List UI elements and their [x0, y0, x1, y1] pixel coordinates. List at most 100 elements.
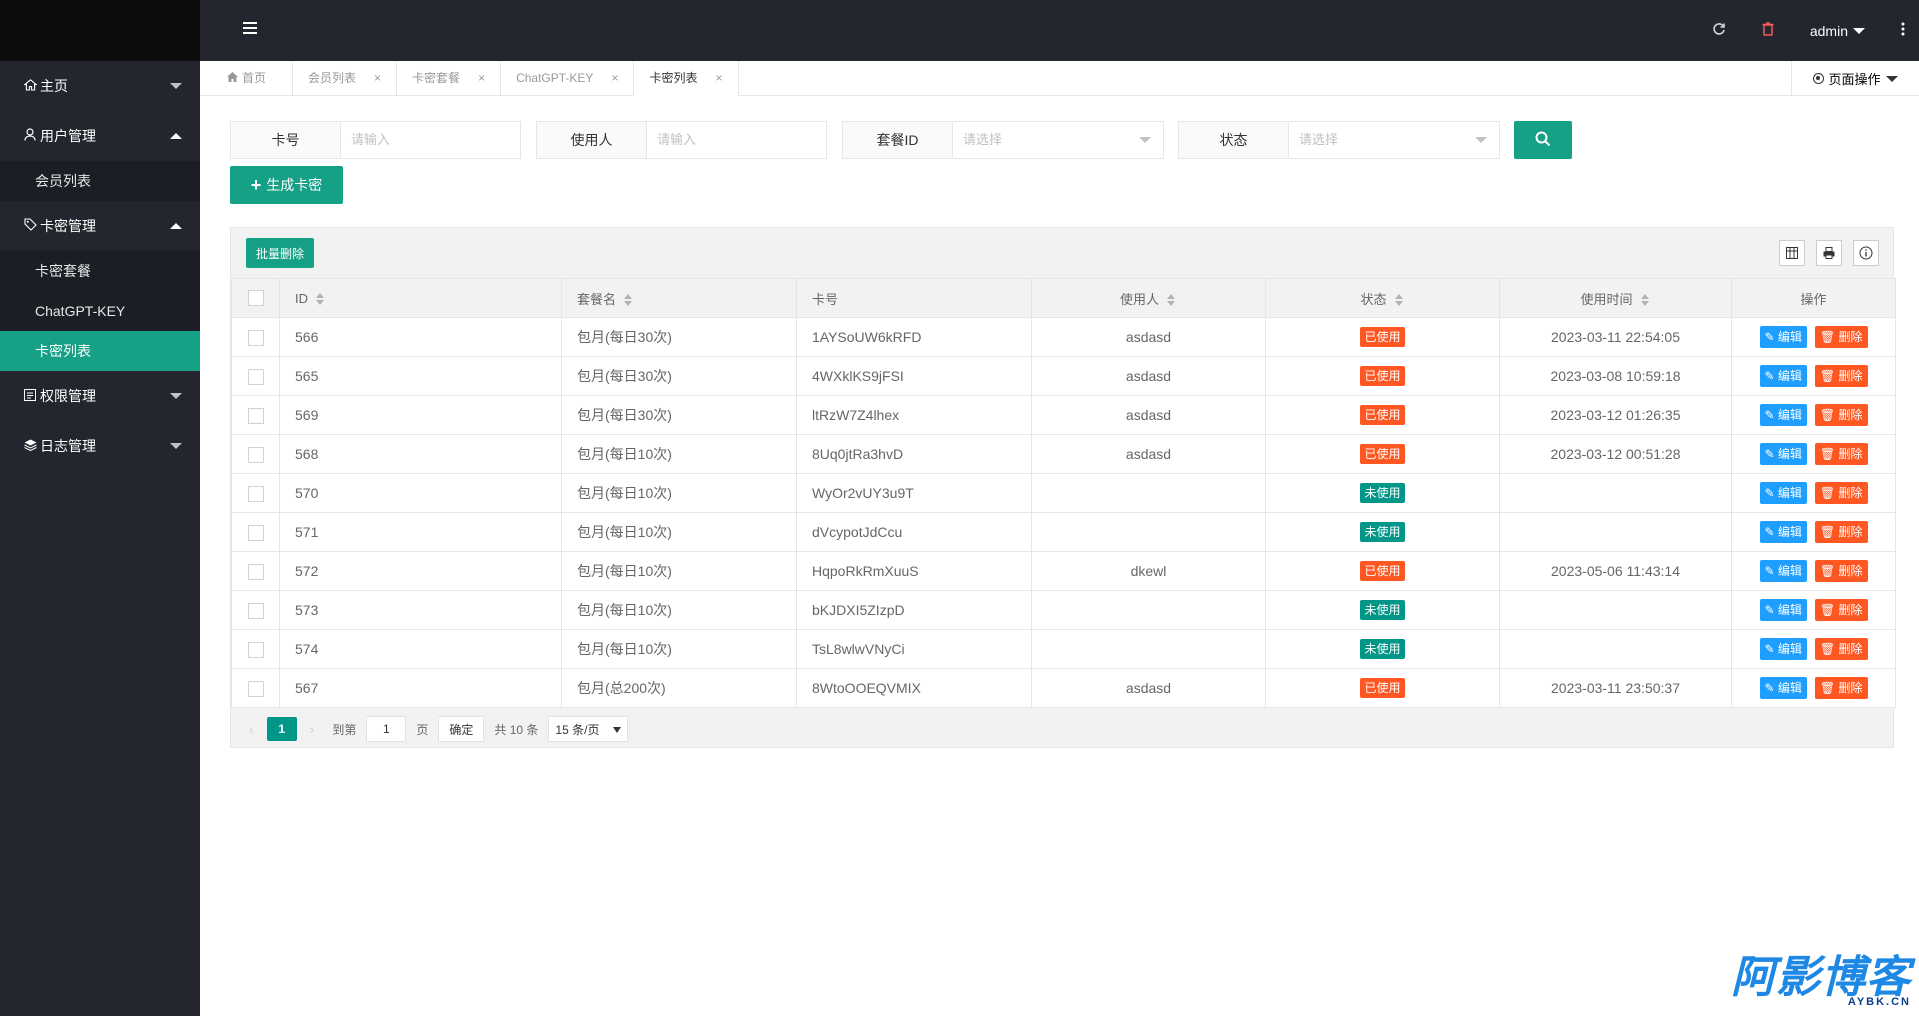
edit-icon: ✎ [1764, 369, 1778, 383]
status-filter-select[interactable]: 请选择 [1289, 122, 1499, 158]
row-checkbox-cell[interactable] [231, 317, 280, 357]
row-checkbox-cell[interactable] [231, 551, 280, 591]
logo-area [0, 0, 200, 61]
sort-icon[interactable] [1640, 294, 1651, 307]
edit-button[interactable]: ✎ 编辑 [1759, 326, 1807, 348]
goto-confirm-button[interactable]: 确定 [438, 716, 485, 742]
row-checkbox[interactable] [247, 368, 264, 385]
row-checkbox-cell[interactable] [231, 395, 280, 435]
edit-button[interactable]: ✎ 编辑 [1759, 560, 1807, 582]
row-checkbox-cell[interactable] [231, 434, 280, 474]
tab-1[interactable]: 卡密套餐 × [397, 61, 502, 96]
select-all-checkbox-cell[interactable] [231, 278, 280, 318]
card-filter-input[interactable]: 请输入 [351, 132, 391, 147]
sort-icon[interactable] [1167, 294, 1177, 307]
edit-button[interactable]: ✎ 编辑 [1759, 482, 1807, 504]
delete-label: 删除 [1838, 564, 1863, 578]
sidebar-group-label: 卡密管理 [40, 218, 96, 234]
next-page-icon[interactable]: › [309, 721, 315, 737]
sidebar-group-1[interactable]: 用户管理 [0, 111, 200, 161]
admin-menu[interactable]: admin [1810, 23, 1865, 39]
tab-0[interactable]: 会员列表 × [293, 61, 398, 96]
edit-button[interactable]: ✎ 编辑 [1759, 599, 1807, 621]
select-all-checkbox[interactable] [247, 290, 264, 307]
generate-card-button[interactable]: + 生成卡密 [230, 166, 343, 204]
edit-button[interactable]: ✎ 编辑 [1759, 521, 1807, 543]
col-user[interactable]: 使用人 [1031, 278, 1266, 318]
sidebar-group-0[interactable]: 主页 [0, 61, 200, 111]
sidebar-group-3[interactable]: 权限管理 [0, 371, 200, 421]
delete-button[interactable]: 🗑 删除 [1814, 326, 1868, 348]
sort-icon[interactable] [1394, 294, 1405, 307]
sidebar-group-4[interactable]: 日志管理 [0, 421, 200, 471]
row-checkbox[interactable] [247, 446, 264, 463]
edit-button[interactable]: ✎ 编辑 [1759, 365, 1807, 387]
row-checkbox-cell[interactable] [231, 473, 280, 513]
menu-toggle-icon[interactable] [243, 22, 259, 38]
row-checkbox[interactable] [247, 329, 264, 346]
goto-page-input[interactable]: 1 [366, 716, 407, 742]
row-checkbox-cell[interactable] [231, 629, 280, 669]
current-page[interactable]: 1 [266, 717, 297, 741]
print-icon[interactable] [1816, 240, 1842, 266]
delete-button[interactable]: 🗑 删除 [1814, 443, 1868, 465]
sidebar-item-2-0[interactable]: 卡密套餐 [35, 263, 91, 279]
delete-button[interactable]: 🗑 删除 [1814, 677, 1868, 699]
delete-button[interactable]: 🗑 删除 [1814, 638, 1868, 660]
row-checkbox[interactable] [247, 524, 264, 541]
sidebar-item-1-0[interactable]: 会员列表 [35, 173, 91, 189]
batch-delete-button[interactable]: 批量删除 [246, 238, 314, 268]
close-icon[interactable]: × [478, 71, 486, 85]
row-checkbox-cell[interactable] [231, 356, 280, 396]
row-checkbox[interactable] [247, 602, 264, 619]
edit-button[interactable]: ✎ 编辑 [1759, 404, 1807, 426]
row-checkbox[interactable] [247, 485, 264, 502]
columns-filter-icon[interactable] [1779, 240, 1805, 266]
page-size-select[interactable]: 15 条/页 [548, 716, 629, 742]
user-filter-input[interactable]: 请输入 [657, 132, 697, 147]
tag-icon [22, 218, 38, 234]
row-checkbox[interactable] [247, 680, 264, 697]
clear-cache-icon[interactable] [1762, 22, 1774, 39]
close-icon[interactable]: × [715, 71, 723, 85]
tab-3[interactable]: 卡密列表 × [634, 61, 739, 96]
sort-icon[interactable] [624, 294, 634, 307]
delete-button[interactable]: 🗑 删除 [1814, 404, 1868, 426]
row-checkbox-cell[interactable] [231, 668, 280, 708]
row-checkbox-cell[interactable] [231, 512, 280, 552]
sidebar-group-2[interactable]: 卡密管理 [0, 201, 200, 251]
more-vertical-icon[interactable] [1901, 22, 1905, 39]
delete-button[interactable]: 🗑 删除 [1814, 365, 1868, 387]
delete-button[interactable]: 🗑 删除 [1814, 599, 1868, 621]
row-checkbox[interactable] [247, 563, 264, 580]
prev-page-icon[interactable]: ‹ [249, 721, 254, 737]
close-icon[interactable]: × [611, 71, 619, 85]
close-icon[interactable]: × [374, 71, 382, 85]
col-time[interactable]: 使用时间 [1499, 278, 1732, 318]
search-button[interactable] [1514, 121, 1572, 159]
col-status[interactable]: 状态 [1265, 278, 1500, 318]
row-checkbox[interactable] [247, 407, 264, 424]
col-package[interactable]: 套餐名 [561, 278, 797, 318]
edit-button[interactable]: ✎ 编辑 [1759, 443, 1807, 465]
sidebar-item-2-2[interactable]: 卡密列表 [0, 331, 200, 371]
sidebar-item-2-1[interactable]: ChatGPT-KEY [35, 303, 126, 319]
col-id[interactable]: ID [279, 278, 562, 318]
trash-icon: 🗑 [1819, 525, 1839, 539]
info-icon[interactable] [1853, 240, 1879, 266]
edit-button[interactable]: ✎ 编辑 [1759, 638, 1807, 660]
package-filter-select[interactable]: 请选择 [953, 122, 1163, 158]
status-filter: 状态 请选择 [1178, 121, 1500, 159]
tab-home[interactable]: 首页 [200, 61, 294, 96]
col-actions-label: 操作 [1800, 291, 1827, 307]
delete-button[interactable]: 🗑 删除 [1814, 521, 1868, 543]
edit-button[interactable]: ✎ 编辑 [1759, 677, 1807, 699]
page-operations-dropdown[interactable]: 页面操作 [1791, 61, 1919, 96]
row-checkbox-cell[interactable] [231, 590, 280, 630]
row-checkbox[interactable] [247, 641, 264, 658]
sort-icon[interactable] [316, 293, 326, 306]
delete-button[interactable]: 🗑 删除 [1814, 560, 1868, 582]
tab-2[interactable]: ChatGPT-KEY × [501, 61, 635, 96]
delete-button[interactable]: 🗑 删除 [1814, 482, 1868, 504]
refresh-icon[interactable] [1712, 22, 1726, 39]
